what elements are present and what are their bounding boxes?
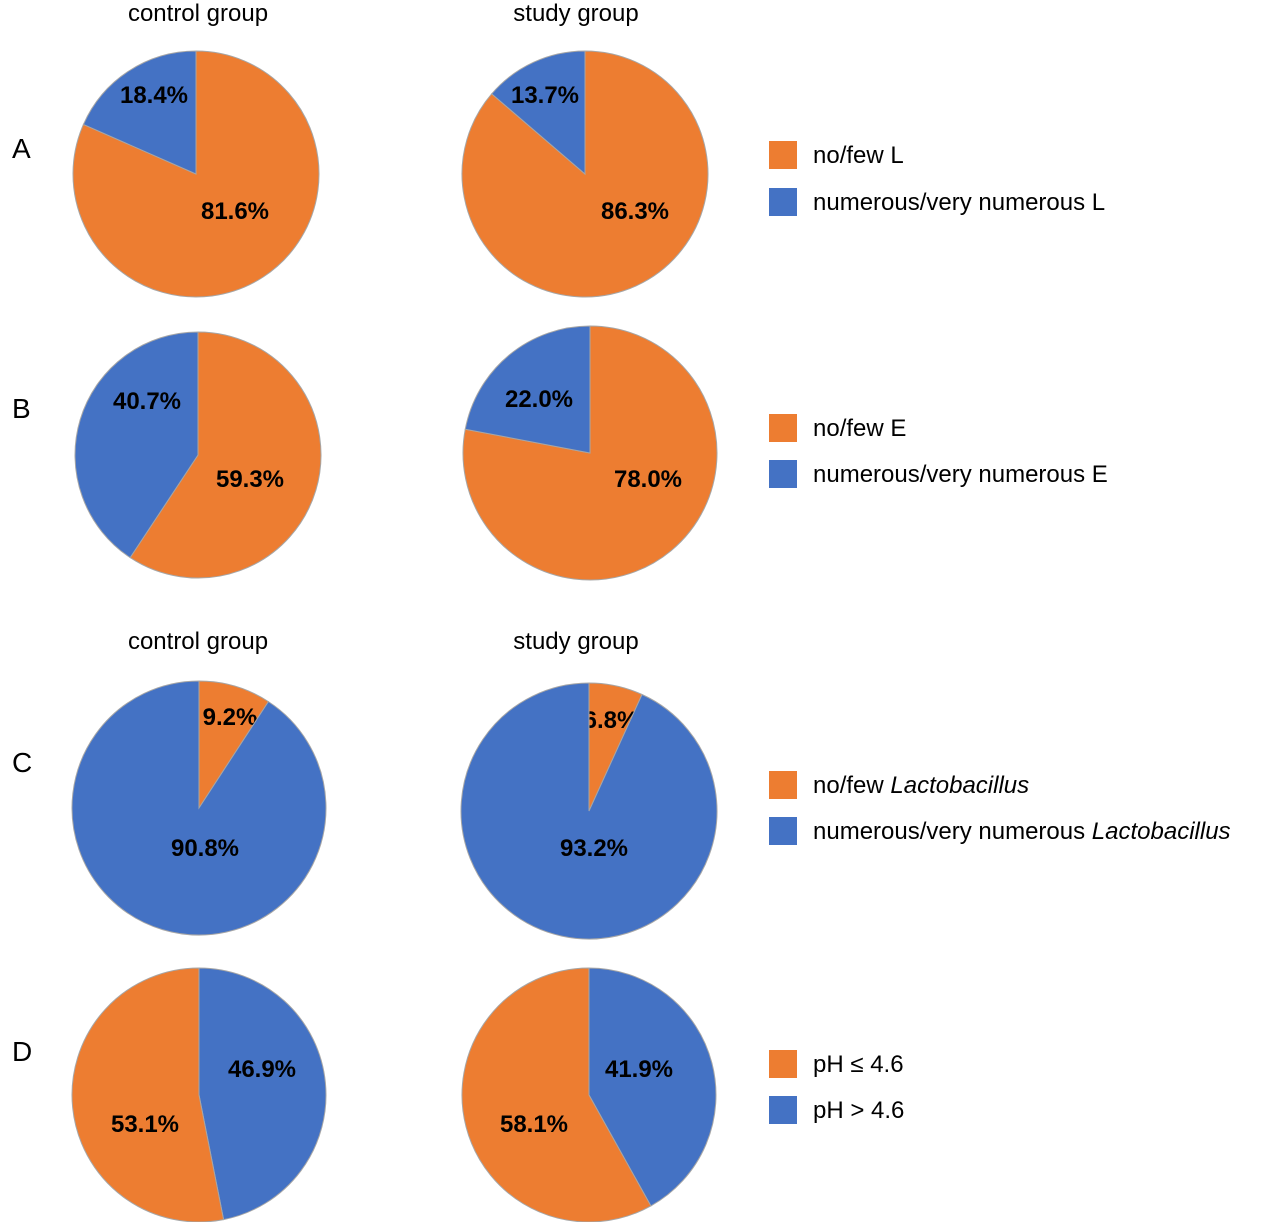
legend-label-d-1: pH > 4.6 (813, 1097, 904, 1124)
slice-label-a-study-0: 86.3% (601, 198, 669, 225)
legend-label-c-0: no/few Lactobacillus (813, 772, 1029, 799)
pie-slice-d-control-1 (71, 967, 225, 1222)
legend-swatch-d-1 (769, 1096, 797, 1124)
legend-swatch-b-1 (769, 460, 797, 488)
legend-swatch-b-0 (769, 414, 797, 442)
column-header-control-bottom: control group (128, 628, 268, 655)
legend-label-a-0: no/few L (813, 142, 904, 169)
pie-slice-b-control-0 (129, 331, 322, 579)
pie-slice-c-control-1 (71, 680, 327, 936)
pie-slice-b-study-1 (464, 325, 591, 454)
slice-label-c-control-0: 9.2% (203, 704, 258, 731)
slice-label-a-control-0: 81.6% (201, 198, 269, 225)
slice-label-b-control-1: 40.7% (113, 388, 181, 415)
pie-slice-a-study-1 (491, 50, 586, 176)
slice-label-d-control-0: 46.9% (228, 1056, 296, 1083)
legend-swatch-c-1 (769, 817, 797, 845)
pie-slice-c-study-1 (460, 682, 718, 940)
column-header-control-top: control group (128, 0, 268, 27)
pie-slice-d-control-0 (198, 967, 327, 1221)
panel-d: D 46.9% 53.1% 41.9% 58.1% pH ≤ 4.6 pH > 4.6 (12, 967, 904, 1222)
slice-label-b-control-0: 59.3% (216, 466, 284, 493)
column-header-study-bottom: study group (513, 628, 638, 655)
legend-label-a-1: numerous/very numerous L (813, 189, 1105, 216)
slice-label-b-study-0: 78.0% (614, 466, 682, 493)
slice-label-b-study-1: 22.0% (505, 386, 573, 413)
slice-label-d-study-0: 41.9% (605, 1056, 673, 1083)
slice-label-a-control-1: 18.4% (120, 82, 188, 109)
legend-label-b-1: numerous/very numerous E (813, 461, 1108, 488)
pie-slice-d-study-0 (588, 967, 717, 1207)
pie-slice-b-control-1 (74, 331, 199, 559)
slice-label-d-study-1: 58.1% (500, 1111, 568, 1138)
slice-label-c-study-1: 93.2% (560, 835, 628, 862)
legend-swatch-c-0 (769, 771, 797, 799)
panel-letter-a: A (12, 133, 31, 164)
slice-label-a-study-1: 13.7% (511, 82, 579, 109)
legend-label-c-1: numerous/very numerous Lactobacillus (813, 818, 1231, 845)
slice-label-d-control-1: 53.1% (111, 1111, 179, 1138)
legend-swatch-d-0 (769, 1050, 797, 1078)
legend-swatch-a-0 (769, 141, 797, 169)
column-header-study-top: study group (513, 0, 638, 27)
legend-label-b-0: no/few E (813, 415, 906, 442)
legend-label-d-0: pH ≤ 4.6 (813, 1051, 904, 1078)
panel-letter-b: B (12, 393, 31, 424)
slice-label-c-control-1: 90.8% (171, 835, 239, 862)
panel-letter-d: D (12, 1036, 32, 1067)
legend-swatch-a-1 (769, 188, 797, 216)
panel-letter-c: C (12, 747, 32, 778)
panel-a: A 81.6% 18.4% 86.3% 13.7% no/few L numerous/ve… (12, 50, 1105, 298)
panel-b: B 59.3% 40.7% 78.0% 22.0% no/few E numerous/ve… (12, 325, 1108, 581)
pie-slice-a-control-1 (82, 50, 197, 175)
panel-c: C9.2%90.8%6.8%93.2%no/few Lactobacillusn… (12, 680, 1231, 940)
